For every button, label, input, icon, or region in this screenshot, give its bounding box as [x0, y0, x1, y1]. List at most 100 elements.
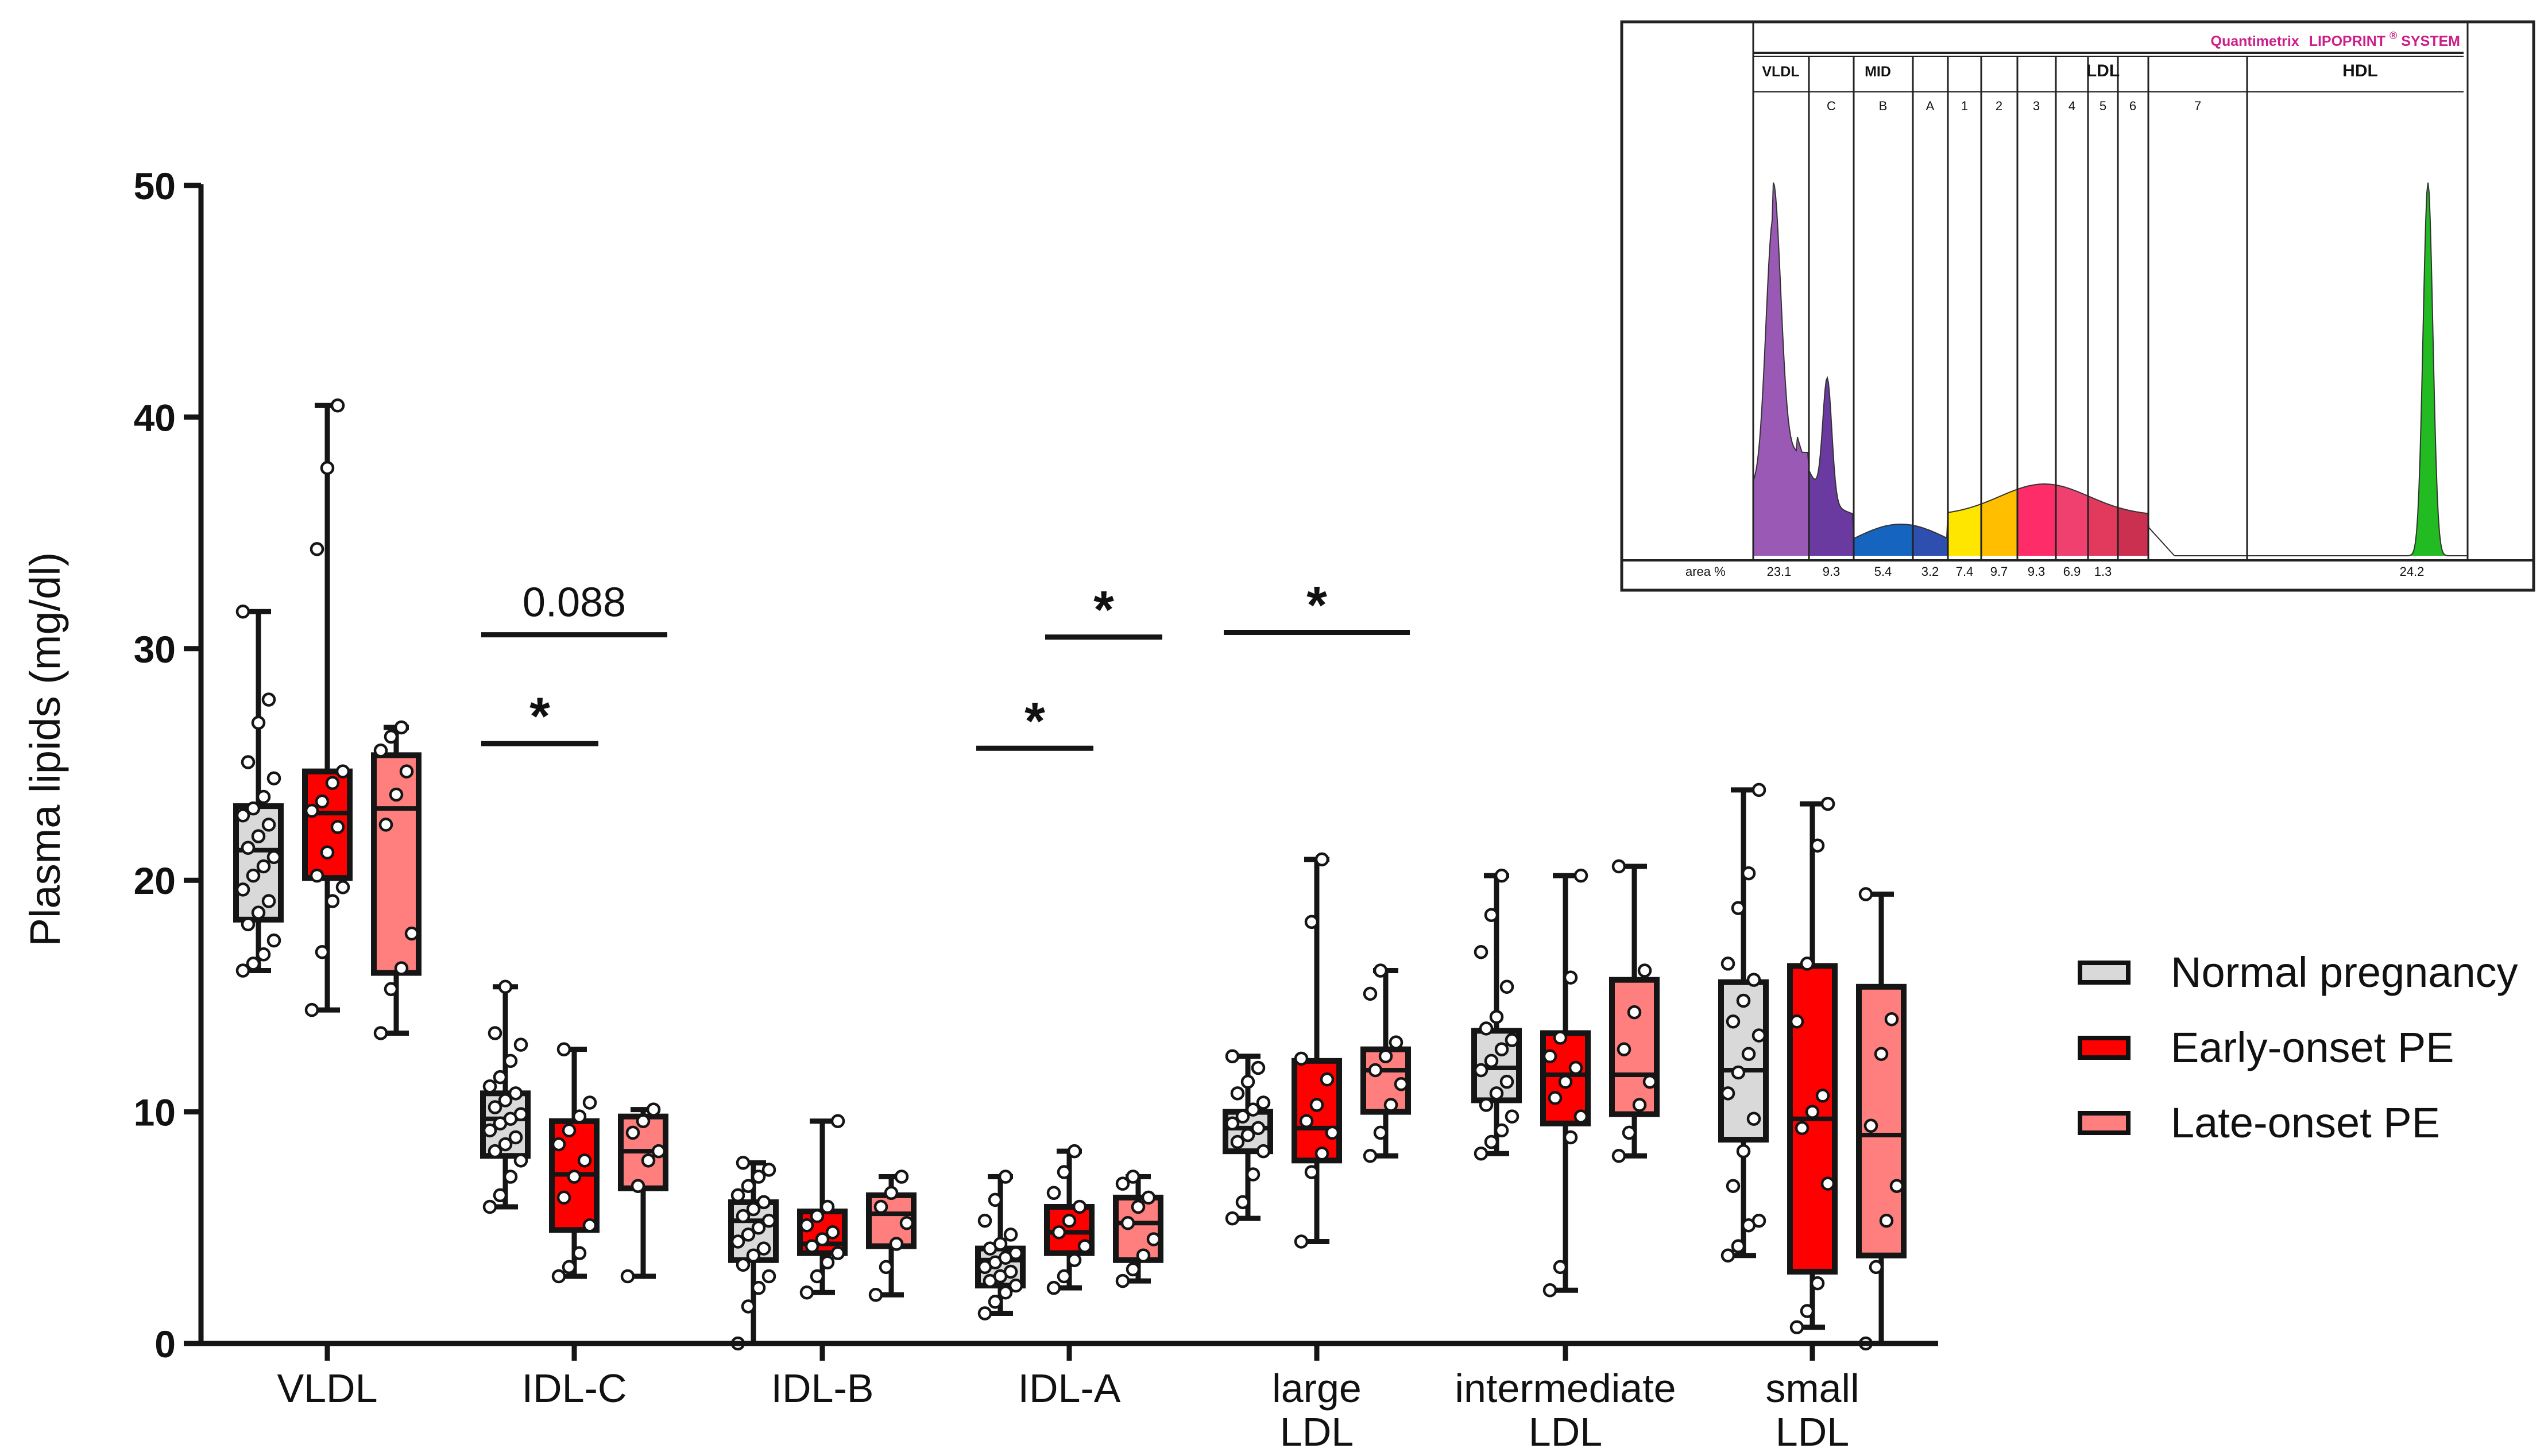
data-point	[1484, 1054, 1499, 1068]
data-point	[1003, 1264, 1018, 1279]
inset-area-label: area %	[1685, 564, 1726, 579]
data-point	[556, 1190, 571, 1205]
data-point	[1484, 1134, 1499, 1149]
box-0-1	[302, 398, 353, 1017]
data-point	[1051, 1225, 1066, 1240]
lipoprint-inset: Quantimetrix LIPOPRINT ® SYSTEM VLDL MID…	[1620, 20, 2535, 592]
legend-label-early-onset: Early-onset PE	[2171, 1024, 2454, 1071]
data-point	[1736, 993, 1751, 1008]
data-point	[261, 894, 276, 908]
data-point	[1062, 1213, 1077, 1228]
x-tick-label: large	[1272, 1366, 1362, 1411]
data-point	[335, 880, 350, 894]
inset-band-fill	[2118, 507, 2148, 556]
x-tick-label: intermediate	[1455, 1366, 1676, 1411]
box-2-2	[866, 1170, 917, 1302]
data-point	[820, 1199, 835, 1214]
data-point	[1741, 1047, 1756, 1061]
data-point	[1383, 1098, 1398, 1112]
box-0-0	[233, 605, 284, 978]
inset-title-suffix: SYSTEM	[2401, 33, 2460, 49]
data-point	[730, 1234, 745, 1249]
data-point	[988, 1295, 1003, 1309]
data-point	[256, 947, 271, 962]
data-point	[1573, 1109, 1588, 1124]
data-point	[810, 1269, 825, 1284]
data-point	[503, 1170, 518, 1184]
box-6-0	[1718, 783, 1769, 1263]
significance-label: 0.088	[523, 580, 626, 626]
data-point	[1235, 1195, 1250, 1210]
data-point	[394, 961, 409, 975]
data-point	[1484, 908, 1499, 922]
box-3-0	[975, 1170, 1026, 1321]
inset-class-vldl: VLDL	[1762, 64, 1799, 80]
data-point	[1558, 1074, 1573, 1089]
data-point	[1542, 1049, 1557, 1064]
data-point	[513, 1037, 528, 1052]
box-6-1	[1787, 796, 1838, 1335]
data-point	[1632, 1098, 1647, 1112]
data-point	[1622, 1125, 1637, 1140]
data-point	[1057, 1165, 1072, 1179]
inset-subfraction-label: 6	[2129, 99, 2136, 113]
plot-area	[233, 398, 1907, 1351]
data-point	[894, 1170, 909, 1184]
data-point	[373, 744, 388, 758]
data-point	[1304, 1165, 1319, 1179]
data-point	[1720, 957, 1735, 971]
box-2-1	[797, 1114, 848, 1300]
inset-area-value: 5.4	[1874, 564, 1892, 579]
box-5-0	[1471, 868, 1522, 1161]
data-point	[261, 692, 276, 707]
data-point	[493, 1188, 508, 1203]
y-tick-label: 40	[134, 396, 176, 439]
x-tick-label: small	[1765, 1366, 1859, 1411]
data-point	[241, 841, 256, 855]
data-point	[1474, 1146, 1488, 1161]
x-tick-label: LDL	[1280, 1409, 1354, 1454]
inset-subfraction-label: C	[1827, 99, 1836, 113]
data-point	[325, 776, 340, 791]
data-point	[1373, 1125, 1388, 1140]
data-point	[977, 1213, 992, 1228]
data-point	[730, 1188, 745, 1203]
box-1-2	[618, 1102, 668, 1284]
data-point	[1800, 1304, 1815, 1318]
legend-item-late-onset: Late-onset PE	[2078, 1085, 2518, 1160]
data-point	[751, 1221, 766, 1235]
data-point	[879, 1260, 894, 1275]
inset-band-fill	[2017, 484, 2056, 556]
data-point	[582, 1095, 597, 1110]
data-point	[315, 945, 330, 959]
y-tick-label: 10	[134, 1091, 176, 1134]
data-point	[551, 1137, 566, 1152]
legend: Normal pregnancy Early-onset PE Late-ons…	[2078, 935, 2518, 1160]
data-point	[625, 1125, 640, 1140]
box-1-1	[549, 1042, 600, 1284]
data-point	[1731, 1065, 1746, 1080]
data-point	[251, 715, 266, 730]
data-point	[1299, 1114, 1314, 1128]
x-tick-label: IDL-C	[522, 1366, 627, 1411]
data-point	[1225, 1116, 1240, 1131]
data-point	[1751, 1213, 1766, 1228]
box-4-1	[1292, 852, 1342, 1249]
data-point	[235, 963, 250, 978]
inset-area-value: 9.3	[2028, 564, 2046, 579]
data-point	[756, 1241, 771, 1256]
inset-subfraction-labels: C B A 1 2 3 4 5 6 7	[1827, 99, 2201, 113]
y-tick-label: 50	[134, 165, 176, 207]
data-point	[1373, 963, 1388, 978]
data-point	[1494, 1123, 1509, 1138]
data-point	[508, 1086, 523, 1101]
data-point	[1553, 1031, 1568, 1045]
data-point	[646, 1102, 661, 1117]
data-point	[482, 1079, 497, 1094]
box-2-0	[728, 1156, 779, 1351]
data-point	[235, 808, 250, 823]
data-point	[1394, 1076, 1409, 1091]
legend-swatch-normal	[2078, 960, 2131, 985]
data-point	[256, 789, 271, 804]
